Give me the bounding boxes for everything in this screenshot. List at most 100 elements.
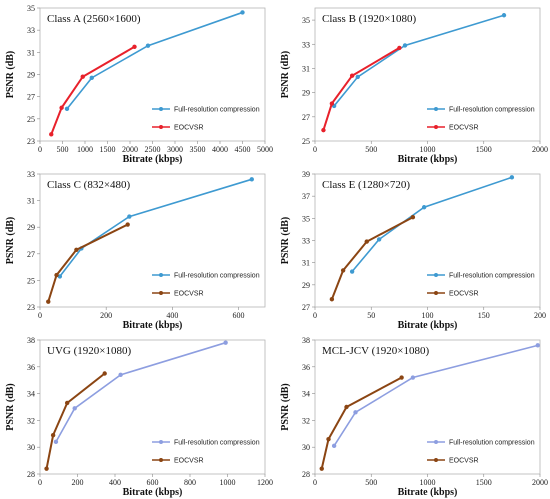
x-tick-label: 200: [100, 311, 112, 320]
x-axis-label: Bitrate (kbps): [123, 154, 183, 165]
x-axis-label: Bitrate (kbps): [398, 154, 458, 165]
legend-label: Full-resolution compression: [449, 273, 535, 280]
panel-title: Class B (1920×1080): [322, 13, 417, 25]
data-point: [57, 274, 63, 279]
x-tick-label: 200: [534, 311, 546, 320]
data-point: [421, 205, 427, 210]
y-tick-label: 27: [302, 303, 310, 312]
data-point: [80, 74, 85, 79]
x-tick-label: 4500: [235, 145, 251, 154]
legend-swatch-marker: [434, 107, 438, 111]
data-point: [127, 214, 132, 219]
chart-panel: 0 500 1000 1500 2000 25 27 29 31 33 35 Bitrate (kbp…: [280, 7, 548, 165]
data-point: [349, 73, 355, 78]
legend-label: EOCVSR: [449, 125, 479, 132]
panel-title: MCL-JCV (1920×1080): [322, 345, 429, 357]
y-tick-label: 35: [302, 214, 310, 223]
x-tick-label: 1000: [77, 145, 93, 154]
y-tick-label: 31: [27, 48, 35, 57]
data-point: [331, 443, 337, 449]
data-point: [535, 343, 540, 348]
y-tick-label: 34: [302, 390, 310, 399]
data-point: [145, 43, 151, 48]
y-tick-label: 34: [27, 390, 35, 399]
data-point: [399, 375, 404, 380]
x-tick-label: 2500: [145, 145, 161, 154]
x-tick-label: 500: [365, 478, 377, 487]
data-point: [402, 43, 408, 48]
data-point: [376, 237, 382, 242]
y-tick-label: 29: [27, 223, 35, 232]
series-line: [55, 341, 226, 443]
y-tick-label: 33: [302, 40, 310, 49]
x-tick-label: 500: [57, 145, 69, 154]
x-tick-label: 200: [72, 478, 84, 487]
legend-label: Full-resolution compression: [174, 107, 260, 114]
x-axis-label: Bitrate (kbps): [123, 487, 183, 498]
x-tick-label: 0: [313, 145, 317, 154]
data-point: [54, 272, 59, 278]
data-point: [410, 215, 416, 220]
legend-swatch-marker: [159, 291, 163, 295]
y-tick-label: 32: [27, 416, 35, 425]
data-point: [249, 177, 254, 182]
y-axis-label: PSNR (dB): [5, 383, 16, 431]
y-tick-label: 38: [302, 336, 310, 345]
data-point: [50, 432, 56, 438]
legend-label: EOCVSR: [174, 458, 204, 465]
data-point: [240, 10, 245, 15]
legend-label: EOCVSR: [449, 458, 479, 465]
data-point: [44, 466, 49, 471]
y-tick-label: 33: [302, 237, 310, 246]
y-tick-label: 27: [27, 250, 35, 259]
legend-swatch-marker: [159, 440, 163, 444]
chart-panel: 0 500 1000 1500 2000 28 30 32 34 36 38 Bitrate (kbp…: [280, 336, 548, 498]
data-point: [102, 371, 107, 376]
series-line: [45, 372, 106, 469]
x-tick-label: 2000: [532, 478, 548, 487]
x-tick-label: 4000: [212, 145, 228, 154]
x-tick-label: 400: [166, 311, 178, 320]
y-tick-label: 35: [27, 4, 35, 13]
data-point: [355, 74, 360, 80]
plot-frame: [39, 7, 266, 142]
x-tick-label: 1000: [220, 478, 236, 487]
plot-frame: [314, 7, 541, 142]
x-tick-label: 3000: [167, 145, 183, 154]
data-point: [53, 439, 59, 445]
y-tick-label: 28: [27, 470, 35, 479]
y-tick-label: 30: [302, 443, 310, 452]
x-tick-label: 150: [478, 311, 490, 320]
y-tick-label: 23: [27, 303, 35, 312]
y-tick-label: 30: [27, 443, 35, 452]
x-axis-label: Bitrate (kbps): [123, 320, 183, 331]
data-point: [46, 299, 51, 304]
x-tick-label: 600: [147, 478, 159, 487]
data-point: [118, 372, 123, 378]
data-point: [501, 13, 507, 18]
legend-label: Full-resolution compression: [449, 107, 535, 114]
x-tick-label: 500: [365, 145, 377, 154]
data-point: [321, 127, 326, 133]
data-point: [349, 269, 355, 274]
y-tick-label: 23: [27, 137, 35, 146]
y-tick-label: 25: [27, 115, 35, 124]
series-line: [50, 45, 136, 135]
y-axis-label: PSNR (dB): [280, 217, 291, 265]
x-tick-label: 0: [313, 311, 317, 320]
series-line: [47, 223, 129, 302]
legend-swatch-marker: [434, 125, 438, 129]
x-axis-label: Bitrate (kbps): [398, 487, 458, 498]
x-tick-label: 0: [38, 311, 42, 320]
x-axis-label: Bitrate (kbps): [398, 320, 458, 331]
y-tick-label: 31: [27, 197, 35, 206]
x-tick-label: 2000: [122, 145, 138, 154]
series-line: [59, 178, 252, 277]
y-tick-label: 29: [302, 89, 310, 98]
data-point: [340, 268, 346, 273]
data-point: [59, 105, 64, 110]
legend-swatch-marker: [434, 440, 438, 444]
panel-title: Class E (1280×720): [322, 179, 410, 191]
